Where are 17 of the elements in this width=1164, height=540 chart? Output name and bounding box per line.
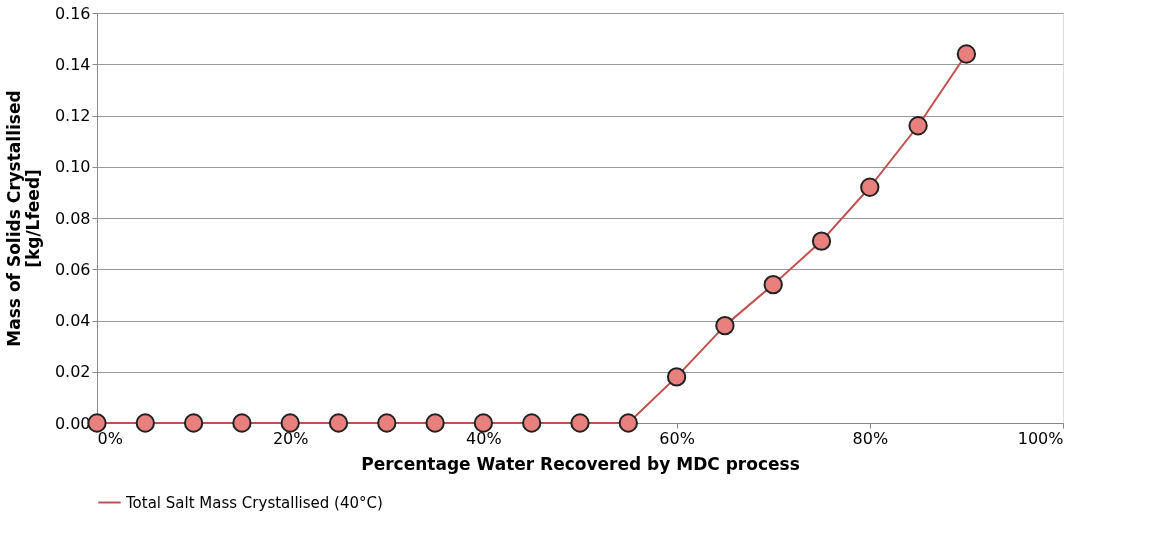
x-tick-label: 20% [272, 428, 309, 448]
x-tick-label: 80% [852, 428, 889, 448]
y-tick-label: 0.14 [54, 54, 91, 74]
y-tick-label: 0.08 [54, 208, 91, 228]
legend-label: Total Salt Mass Crystallised (40°C) [125, 493, 383, 512]
y-tick-label: 0.12 [54, 106, 91, 125]
y-axis-title: Mass of Solids Crystallised [kg/Lfeed] [3, 90, 43, 347]
x-tick-label: 0% [97, 428, 123, 448]
y-tick-label: 0.02 [54, 362, 91, 382]
x-tick-label: 40% [466, 428, 502, 448]
y-tick-label: 0.06 [54, 259, 91, 279]
y-tick-label: 0.16 [54, 3, 91, 23]
x-tick-label: 100% [1017, 428, 1064, 448]
y-tick-label: 0.10 [54, 157, 91, 177]
x-axis-title: Percentage Water Recovered by MDC process [361, 453, 800, 474]
y-tick-label: 0.04 [54, 311, 91, 330]
x-tick-label: 60% [659, 428, 695, 448]
